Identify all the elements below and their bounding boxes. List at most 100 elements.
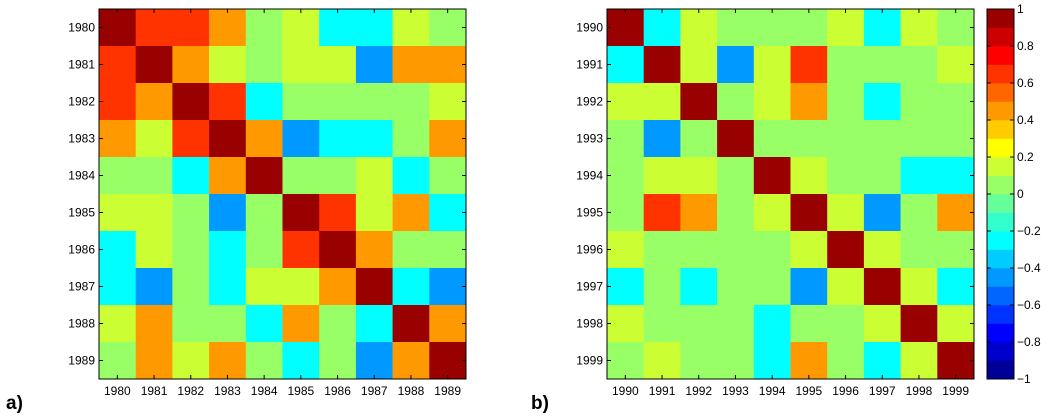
x-tick-label: 1996 bbox=[832, 384, 859, 398]
heatmap-cell bbox=[717, 268, 755, 306]
heatmap-cell bbox=[99, 157, 136, 195]
heatmap-cell bbox=[245, 157, 283, 195]
heatmap-cell bbox=[99, 83, 136, 121]
heatmap-cell bbox=[355, 157, 393, 195]
heatmap-cell bbox=[172, 157, 210, 195]
x-tick-label: 1989 bbox=[434, 384, 461, 398]
colorbar-segment bbox=[987, 231, 1014, 250]
y-tick-label: 1997 bbox=[576, 280, 603, 294]
heatmap-cell bbox=[245, 268, 283, 306]
heatmap-cell bbox=[680, 120, 718, 158]
heatmap-cell bbox=[607, 305, 644, 343]
heatmap-cell bbox=[827, 9, 865, 47]
colorbar-segment bbox=[987, 268, 1014, 287]
heatmap-cell bbox=[245, 231, 283, 269]
heatmap-cell bbox=[99, 120, 136, 158]
heatmap-cell bbox=[209, 120, 247, 158]
heatmap-cell bbox=[172, 305, 210, 343]
y-tick-label: 1995 bbox=[576, 206, 603, 220]
heatmap-cell bbox=[282, 46, 320, 84]
heatmap-cell bbox=[172, 268, 210, 306]
heatmap-cell bbox=[135, 194, 173, 232]
x-tick-label: 1981 bbox=[141, 384, 168, 398]
heatmap-cell bbox=[392, 83, 430, 121]
heatmap-cell bbox=[900, 305, 938, 343]
colorbar-segment bbox=[987, 194, 1014, 213]
heatmap-cell bbox=[607, 268, 644, 306]
colorbar-segment bbox=[987, 305, 1014, 324]
y-tick-label: 1988 bbox=[68, 317, 95, 331]
heatmap-cell bbox=[863, 342, 901, 380]
y-tick-label: 1990 bbox=[576, 21, 603, 35]
heatmap-cell bbox=[643, 268, 681, 306]
colorbar-tick-label: −0.2 bbox=[1017, 224, 1041, 238]
colorbar-segment bbox=[987, 101, 1014, 121]
heatmap-cell bbox=[355, 305, 393, 343]
heatmap-cell bbox=[680, 194, 718, 232]
heatmap-cell bbox=[680, 231, 718, 269]
heatmap-cell bbox=[135, 305, 173, 343]
heatmap-cell bbox=[643, 231, 681, 269]
y-tick-label: 1984 bbox=[68, 169, 95, 183]
colorbar-tick-label: 0.6 bbox=[1017, 76, 1034, 90]
heatmap-cell bbox=[717, 120, 755, 158]
y-tick-label: 1999 bbox=[576, 354, 603, 368]
heatmap-cell bbox=[135, 120, 173, 158]
heatmap-cell bbox=[900, 120, 938, 158]
heatmap-cell bbox=[319, 231, 357, 269]
heatmap-cell bbox=[282, 83, 320, 121]
heatmap-cell bbox=[827, 157, 865, 195]
heatmap-cell bbox=[245, 46, 283, 84]
heatmap-cell bbox=[607, 157, 644, 195]
x-tick-label: 1980 bbox=[104, 384, 131, 398]
heatmap-cell bbox=[753, 342, 791, 380]
heatmap-cell bbox=[717, 46, 755, 84]
x-tick-label: 1992 bbox=[685, 384, 712, 398]
heatmap-cell bbox=[827, 83, 865, 121]
colorbar-tick-label: 0.2 bbox=[1017, 150, 1034, 164]
heatmap-cell bbox=[900, 231, 938, 269]
heatmap-cell bbox=[607, 9, 644, 47]
y-tick-label: 1983 bbox=[68, 132, 95, 146]
heatmap-cell bbox=[680, 342, 718, 380]
panel-label-a: a) bbox=[6, 393, 23, 414]
heatmap-cell bbox=[827, 46, 865, 84]
heatmap-cell bbox=[135, 268, 173, 306]
heatmap-cell bbox=[790, 342, 828, 380]
heatmap-cell bbox=[607, 46, 644, 84]
heatmap-cell bbox=[827, 305, 865, 343]
colorbar-segment bbox=[987, 212, 1014, 232]
heatmap-cell bbox=[245, 194, 283, 232]
x-tick-label: 1994 bbox=[759, 384, 786, 398]
heatmap-cell bbox=[937, 342, 975, 380]
colorbar-segment bbox=[987, 27, 1014, 47]
heatmap-cell bbox=[863, 194, 901, 232]
x-tick-label: 1987 bbox=[361, 384, 388, 398]
heatmap-cell bbox=[753, 268, 791, 306]
y-tick-label: 1981 bbox=[68, 58, 95, 72]
heatmap-cell bbox=[172, 231, 210, 269]
x-tick-label: 1986 bbox=[324, 384, 351, 398]
heatmap-cell bbox=[282, 9, 320, 47]
heatmap-cell bbox=[717, 305, 755, 343]
y-tick-label: 1992 bbox=[576, 95, 603, 109]
heatmap-cell bbox=[99, 268, 136, 306]
heatmap-cell bbox=[135, 157, 173, 195]
x-tick-label: 1988 bbox=[398, 384, 425, 398]
heatmap-cell bbox=[429, 305, 467, 343]
heatmap-cell bbox=[282, 194, 320, 232]
colorbar-tick-label: 0 bbox=[1017, 187, 1024, 201]
heatmap-cell bbox=[282, 305, 320, 343]
colorbar-tick-label: 0.8 bbox=[1017, 39, 1034, 53]
colorbar-segment bbox=[987, 64, 1014, 84]
y-tick-label: 1987 bbox=[68, 280, 95, 294]
heatmap-cell bbox=[900, 194, 938, 232]
heatmap-cell bbox=[355, 342, 393, 380]
heatmap-cell bbox=[790, 231, 828, 269]
colorbar-segment bbox=[987, 360, 1014, 380]
y-tick-label: 1994 bbox=[576, 169, 603, 183]
heatmap-cell bbox=[937, 46, 975, 84]
heatmap-cell bbox=[937, 120, 975, 158]
heatmap-cell bbox=[717, 83, 755, 121]
